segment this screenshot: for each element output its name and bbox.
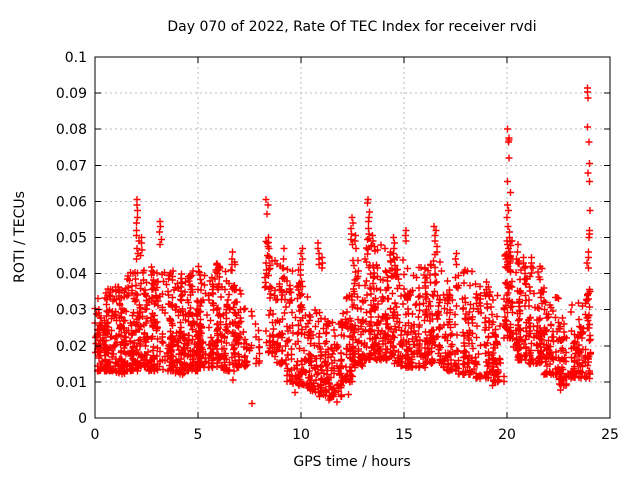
x-tick-label: 25: [601, 427, 619, 443]
x-tick-label: 15: [395, 427, 413, 443]
y-tick-label: 0.05: [56, 231, 87, 247]
x-tick-label: 10: [292, 427, 310, 443]
y-tick-label: 0.02: [56, 339, 87, 355]
x-tick-label: 5: [194, 427, 203, 443]
x-axis-label: GPS time / hours: [293, 454, 410, 470]
y-tick-label: 0.1: [65, 50, 87, 66]
y-tick-label: 0.04: [56, 267, 87, 283]
y-axis-label: ROTI / TECUs: [12, 191, 28, 283]
scatter-points: [91, 84, 594, 407]
axes: [94, 56, 611, 419]
x-tick-label: 20: [498, 427, 516, 443]
x-tick-label: 0: [91, 427, 100, 443]
tick-labels: 0 5 10 15 20 25 0 0.01 0.02 0.03 0.04 0.05 0.06 0.07 0…: [56, 50, 619, 443]
chart-title: Day 070 of 2022, Rate Of TEC Index for r…: [167, 19, 536, 35]
y-tick-label: 0.03: [56, 303, 87, 319]
y-tick-label: 0.07: [56, 158, 87, 174]
y-tick-label: 0.09: [56, 86, 87, 102]
y-tick-label: 0: [78, 411, 87, 427]
y-tick-label: 0.06: [56, 194, 87, 210]
roti-data-points: [91, 84, 594, 407]
y-tick-label: 0.01: [56, 375, 87, 391]
y-tick-label: 0.08: [56, 122, 87, 138]
